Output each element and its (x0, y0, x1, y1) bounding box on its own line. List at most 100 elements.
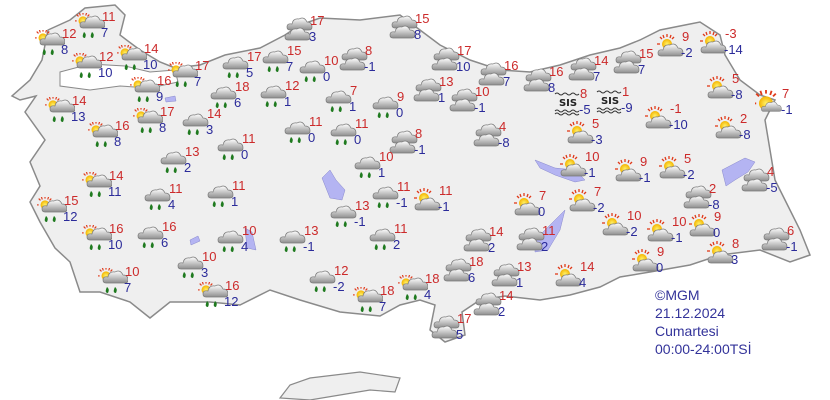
lake-manyas (164, 95, 177, 103)
min-temp: 12 (63, 209, 78, 224)
station: 16 10 (82, 221, 128, 265)
station: 15 8 (388, 12, 434, 55)
min-temp: 0 (241, 147, 249, 162)
max-temp: 16 (549, 64, 564, 79)
min-temp: -5 (579, 102, 591, 117)
forecast-day: Cumartesi (655, 323, 719, 339)
max-temp: 13 (185, 144, 200, 159)
min-temp: -8 (708, 197, 720, 212)
station: 10 1 (352, 149, 398, 193)
min-temp: 5 (456, 327, 464, 342)
max-temp: 16 (225, 278, 240, 293)
min-temp: 7 (194, 74, 202, 89)
min-temp: 1 (516, 275, 524, 290)
station: 17 3 (283, 13, 329, 57)
max-temp: 5 (592, 116, 600, 131)
station: 16 8 (88, 119, 134, 162)
fog-label: SIS (601, 96, 619, 107)
station: 16 9 (130, 73, 176, 117)
max-temp: 17 (310, 13, 325, 28)
max-temp: 17 (457, 43, 472, 58)
station: 6 -1 (760, 224, 806, 267)
min-temp: 0 (308, 130, 316, 145)
max-temp: 11 (397, 179, 411, 194)
station: 13 -1 (277, 224, 323, 267)
max-temp: 14 (499, 288, 514, 303)
min-temp: -1 (786, 239, 798, 254)
min-temp: 10 (456, 59, 471, 74)
station: 18 7 (353, 284, 399, 327)
station: 17 5 (220, 50, 266, 93)
max-temp: 12 (99, 49, 114, 64)
station: SIS 8 -5 (553, 87, 599, 130)
min-temp: 8 (61, 42, 69, 57)
station: 16 8 (522, 64, 568, 108)
min-temp: -2 (626, 224, 638, 239)
min-temp: -1 (639, 170, 651, 185)
min-temp: -5 (766, 180, 778, 195)
station: 18 6 (442, 255, 488, 298)
min-temp: 6 (234, 95, 242, 110)
max-temp: 9 (397, 89, 405, 104)
min-temp: 10 (98, 65, 113, 80)
min-temp: -1 (474, 100, 486, 115)
lake-egirdir (189, 235, 201, 246)
station: 11 0 (328, 117, 374, 160)
min-temp: 12 (224, 294, 239, 309)
min-temp: 0 (713, 225, 721, 240)
min-temp: 13 (71, 109, 86, 124)
station: 16 6 (135, 220, 181, 263)
max-temp: 17 (160, 104, 175, 119)
min-temp: 3 (206, 122, 214, 137)
min-temp: -8 (739, 127, 751, 142)
station: 14 2 (472, 288, 518, 332)
max-temp: 16 (109, 221, 124, 236)
station: 13 -1 (328, 198, 374, 242)
min-temp: 2 (498, 304, 506, 319)
min-temp: -10 (669, 117, 688, 132)
station: 5 -2 (657, 152, 703, 195)
station: 10 0 (297, 54, 343, 97)
station: 11 -1 (412, 184, 458, 227)
max-temp: 16 (157, 73, 172, 88)
station: 15 7 (612, 47, 658, 90)
station: 8 -1 (338, 44, 384, 87)
min-temp: 11 (108, 184, 122, 199)
max-temp: 2 (740, 111, 748, 126)
max-temp: 10 (672, 214, 687, 229)
station: 18 4 (398, 272, 444, 315)
max-temp: -3 (725, 26, 737, 41)
max-temp: 13 (355, 198, 370, 213)
max-temp: 16 (504, 58, 519, 73)
max-temp: 10 (125, 264, 140, 279)
max-temp: 4 (499, 119, 507, 134)
station: 14 13 (45, 94, 91, 137)
min-temp: 3 (201, 265, 209, 280)
max-temp: 12 (285, 78, 300, 93)
station: 15 12 (37, 194, 83, 237)
min-temp: -1 (303, 239, 315, 254)
ataturk-dam (534, 209, 566, 253)
min-temp: 8 (548, 80, 556, 95)
max-temp: 15 (287, 43, 302, 58)
station: 17 7 (168, 59, 214, 102)
min-temp: 4 (241, 239, 249, 254)
min-temp: 0 (323, 69, 331, 84)
station: 5 -3 (565, 116, 611, 160)
min-temp: 8 (159, 120, 167, 135)
max-temp: 14 (580, 259, 595, 274)
station: 11 0 (215, 132, 261, 175)
min-temp: 2 (184, 160, 192, 175)
station: 7 -2 (567, 185, 613, 228)
station: 5 -8 (705, 72, 751, 115)
station: 7 -1 (755, 87, 801, 130)
min-temp: 1 (349, 99, 357, 114)
min-temp: -1 (438, 199, 450, 214)
max-temp: -1 (670, 101, 682, 116)
max-temp: 4 (767, 164, 775, 179)
min-temp: 5 (246, 65, 254, 80)
max-temp: 10 (379, 149, 394, 164)
min-temp: 7 (638, 62, 646, 77)
